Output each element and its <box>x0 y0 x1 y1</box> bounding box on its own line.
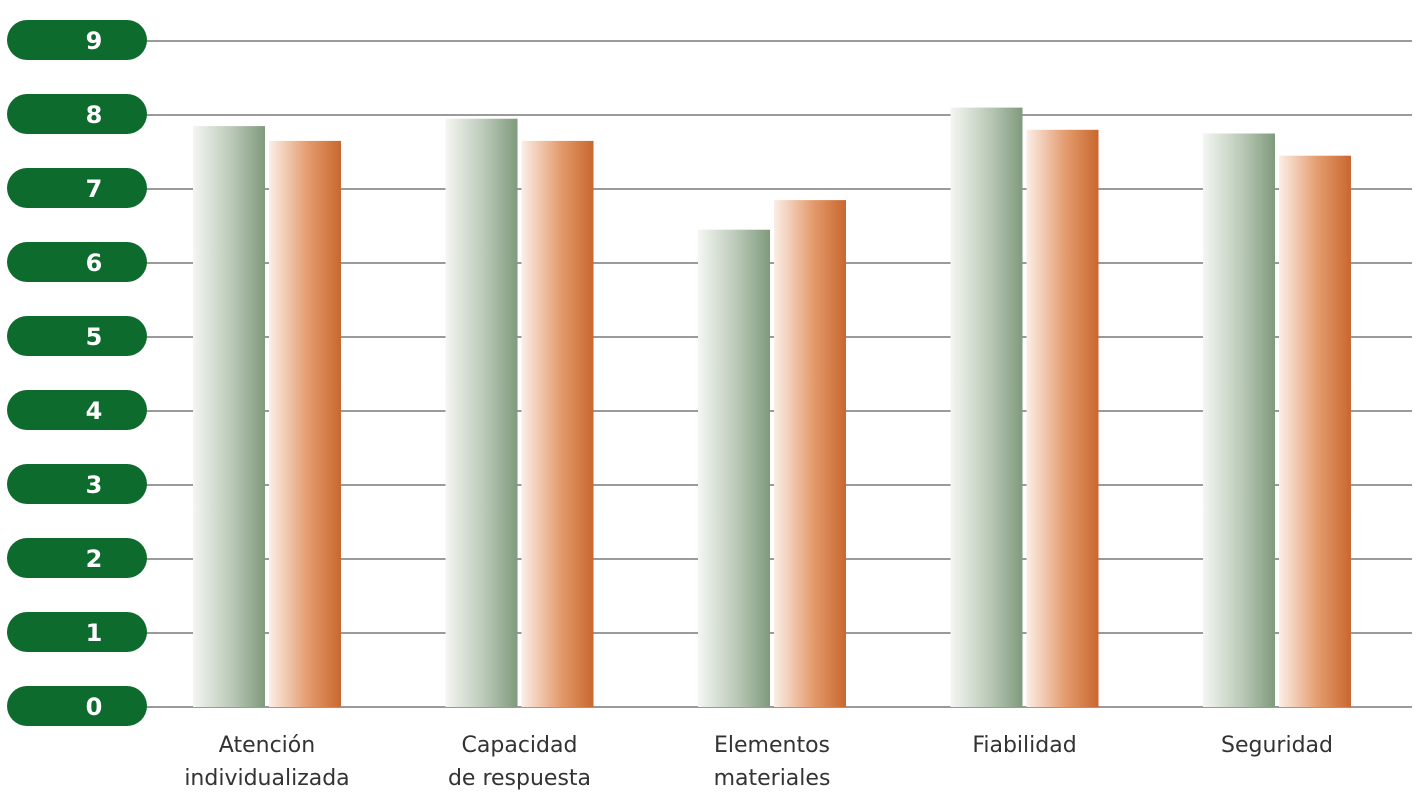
y-tick-pill <box>7 538 147 578</box>
y-tick-9: 9 <box>7 20 147 60</box>
x-tick-label: Seguridad <box>1221 733 1333 758</box>
bar-series-1-cat-4 <box>950 107 1023 708</box>
x-tick-label-line: individualizada <box>184 766 349 791</box>
bars <box>193 107 1351 708</box>
y-tick-label: 7 <box>86 175 103 203</box>
y-tick-pill <box>7 242 147 282</box>
y-tick-pill <box>7 168 147 208</box>
y-tick-1: 1 <box>7 612 147 652</box>
x-tick-label-line: Seguridad <box>1221 733 1333 758</box>
y-tick-5: 5 <box>7 316 147 356</box>
y-tick-pill <box>7 686 147 726</box>
y-tick-label: 2 <box>86 545 103 573</box>
bar-series-2-cat-1 <box>269 140 341 707</box>
bar-series-2-cat-2 <box>521 140 594 707</box>
y-tick-label: 4 <box>86 397 103 425</box>
x-tick-label-line: Fiabilidad <box>972 733 1076 758</box>
y-tick-label: 6 <box>86 249 103 277</box>
x-tick-label-line: materiales <box>714 766 831 791</box>
y-tick-3: 3 <box>7 464 147 504</box>
bar-series-1-cat-3 <box>698 229 770 707</box>
y-tick-7: 7 <box>7 168 147 208</box>
y-axis-ticks: 0 1 2 3 4 5 6 7 8 9 <box>7 20 147 726</box>
y-tick-label: 8 <box>86 101 103 129</box>
y-tick-6: 6 <box>7 242 147 282</box>
bar-series-1-cat-2 <box>445 118 518 707</box>
x-tick-label-line: de respuesta <box>448 766 591 791</box>
x-tick-label-line: Capacidad <box>462 733 578 758</box>
x-axis-labels: Atención individualizada Capacidad de respu… <box>184 733 1333 791</box>
y-tick-label: 5 <box>86 323 103 351</box>
y-tick-pill <box>7 390 147 430</box>
y-tick-pill <box>7 20 147 60</box>
x-tick-label: Fiabilidad <box>972 733 1076 758</box>
y-tick-label: 3 <box>86 471 103 499</box>
x-tick-label-line: Elementos <box>714 733 830 758</box>
y-tick-pill <box>7 464 147 504</box>
x-tick-label: Elementos materiales <box>714 733 831 791</box>
y-tick-label: 1 <box>86 619 103 647</box>
bar-series-2-cat-5 <box>1279 155 1351 707</box>
y-tick-label: 0 <box>86 693 103 721</box>
y-tick-pill <box>7 612 147 652</box>
x-tick-label: Atención individualizada <box>184 733 349 791</box>
y-tick-label: 9 <box>86 27 103 55</box>
y-tick-4: 4 <box>7 390 147 430</box>
y-tick-0: 0 <box>7 686 147 726</box>
x-tick-label-line: Atención <box>219 733 315 758</box>
bar-series-2-cat-4 <box>1026 129 1099 708</box>
bar-series-1-cat-5 <box>1203 133 1275 707</box>
y-tick-pill <box>7 316 147 356</box>
bar-series-1-cat-1 <box>193 126 265 708</box>
x-tick-label: Capacidad de respuesta <box>448 733 591 791</box>
y-tick-8: 8 <box>7 94 147 134</box>
y-tick-2: 2 <box>7 538 147 578</box>
y-tick-pill <box>7 94 147 134</box>
bar-series-2-cat-3 <box>774 200 846 707</box>
